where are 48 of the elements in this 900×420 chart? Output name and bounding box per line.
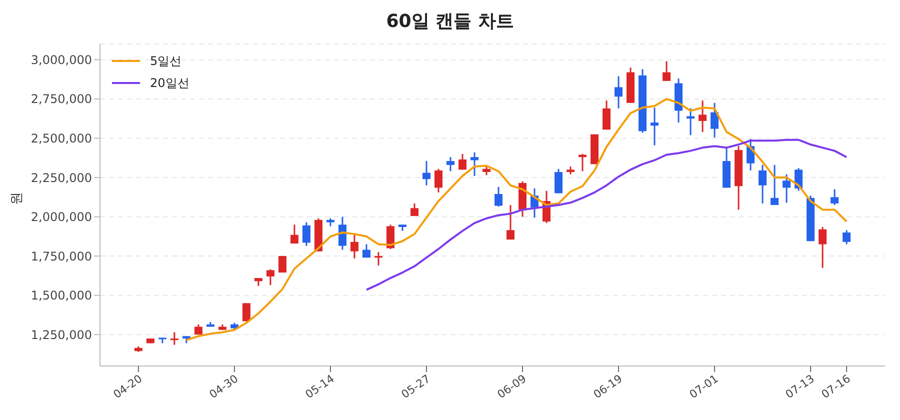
- y-tick-label: 2,750,000: [30, 92, 92, 106]
- candlestick: [302, 222, 310, 247]
- candlestick: [482, 164, 490, 176]
- candlestick: [554, 168, 563, 194]
- candlestick: [710, 102, 719, 138]
- candlestick: [362, 244, 370, 258]
- candlestick: [338, 216, 346, 251]
- y-tick-label: 2,000,000: [30, 210, 92, 224]
- candlestick: [770, 164, 779, 206]
- y-tick-label: 1,500,000: [30, 288, 92, 303]
- candlestick: [494, 186, 502, 208]
- candlestick: [662, 60, 671, 82]
- candlestick: [278, 255, 286, 274]
- candlestick: [350, 234, 358, 260]
- candlestick: [458, 153, 466, 170]
- candlestick: [506, 204, 515, 240]
- line-series: [185, 98, 848, 342]
- candlestick: [698, 100, 707, 133]
- candlestick: [170, 331, 178, 346]
- line-series: [365, 138, 848, 291]
- candlestick: [434, 168, 442, 194]
- candlestick: [758, 164, 767, 204]
- candlestick: [578, 153, 587, 172]
- y-axis-title: 원: [10, 192, 25, 205]
- y-tick-label: 2,500,000: [30, 132, 92, 146]
- chart-title: 60일 캔들 차트: [385, 10, 515, 34]
- candlestick: [446, 156, 454, 172]
- candlestick: [614, 75, 623, 110]
- candlestick: [830, 188, 839, 206]
- candlestick: [782, 174, 791, 204]
- y-tick-label: 1,750,000: [30, 249, 92, 264]
- candlestick: [290, 224, 298, 244]
- candlestick: [410, 202, 418, 217]
- candlestick: [374, 251, 382, 266]
- candlestick: [266, 268, 274, 286]
- candlestick: [242, 302, 250, 322]
- candlestick: [818, 226, 827, 269]
- candlestick: [842, 229, 851, 246]
- candlestick: [470, 152, 478, 177]
- y-tick-label: 3,000,000: [30, 52, 92, 67]
- candlestick: [422, 160, 430, 186]
- y-tick-label: 2,250,000: [30, 170, 92, 185]
- candlestick: [386, 224, 394, 250]
- candlestick: [650, 106, 659, 146]
- y-tick-label: 1,250,000: [30, 328, 92, 342]
- candlestick: [602, 100, 611, 130]
- legend-label: 20일선: [150, 75, 190, 92]
- legend-label: 5일선: [150, 53, 182, 70]
